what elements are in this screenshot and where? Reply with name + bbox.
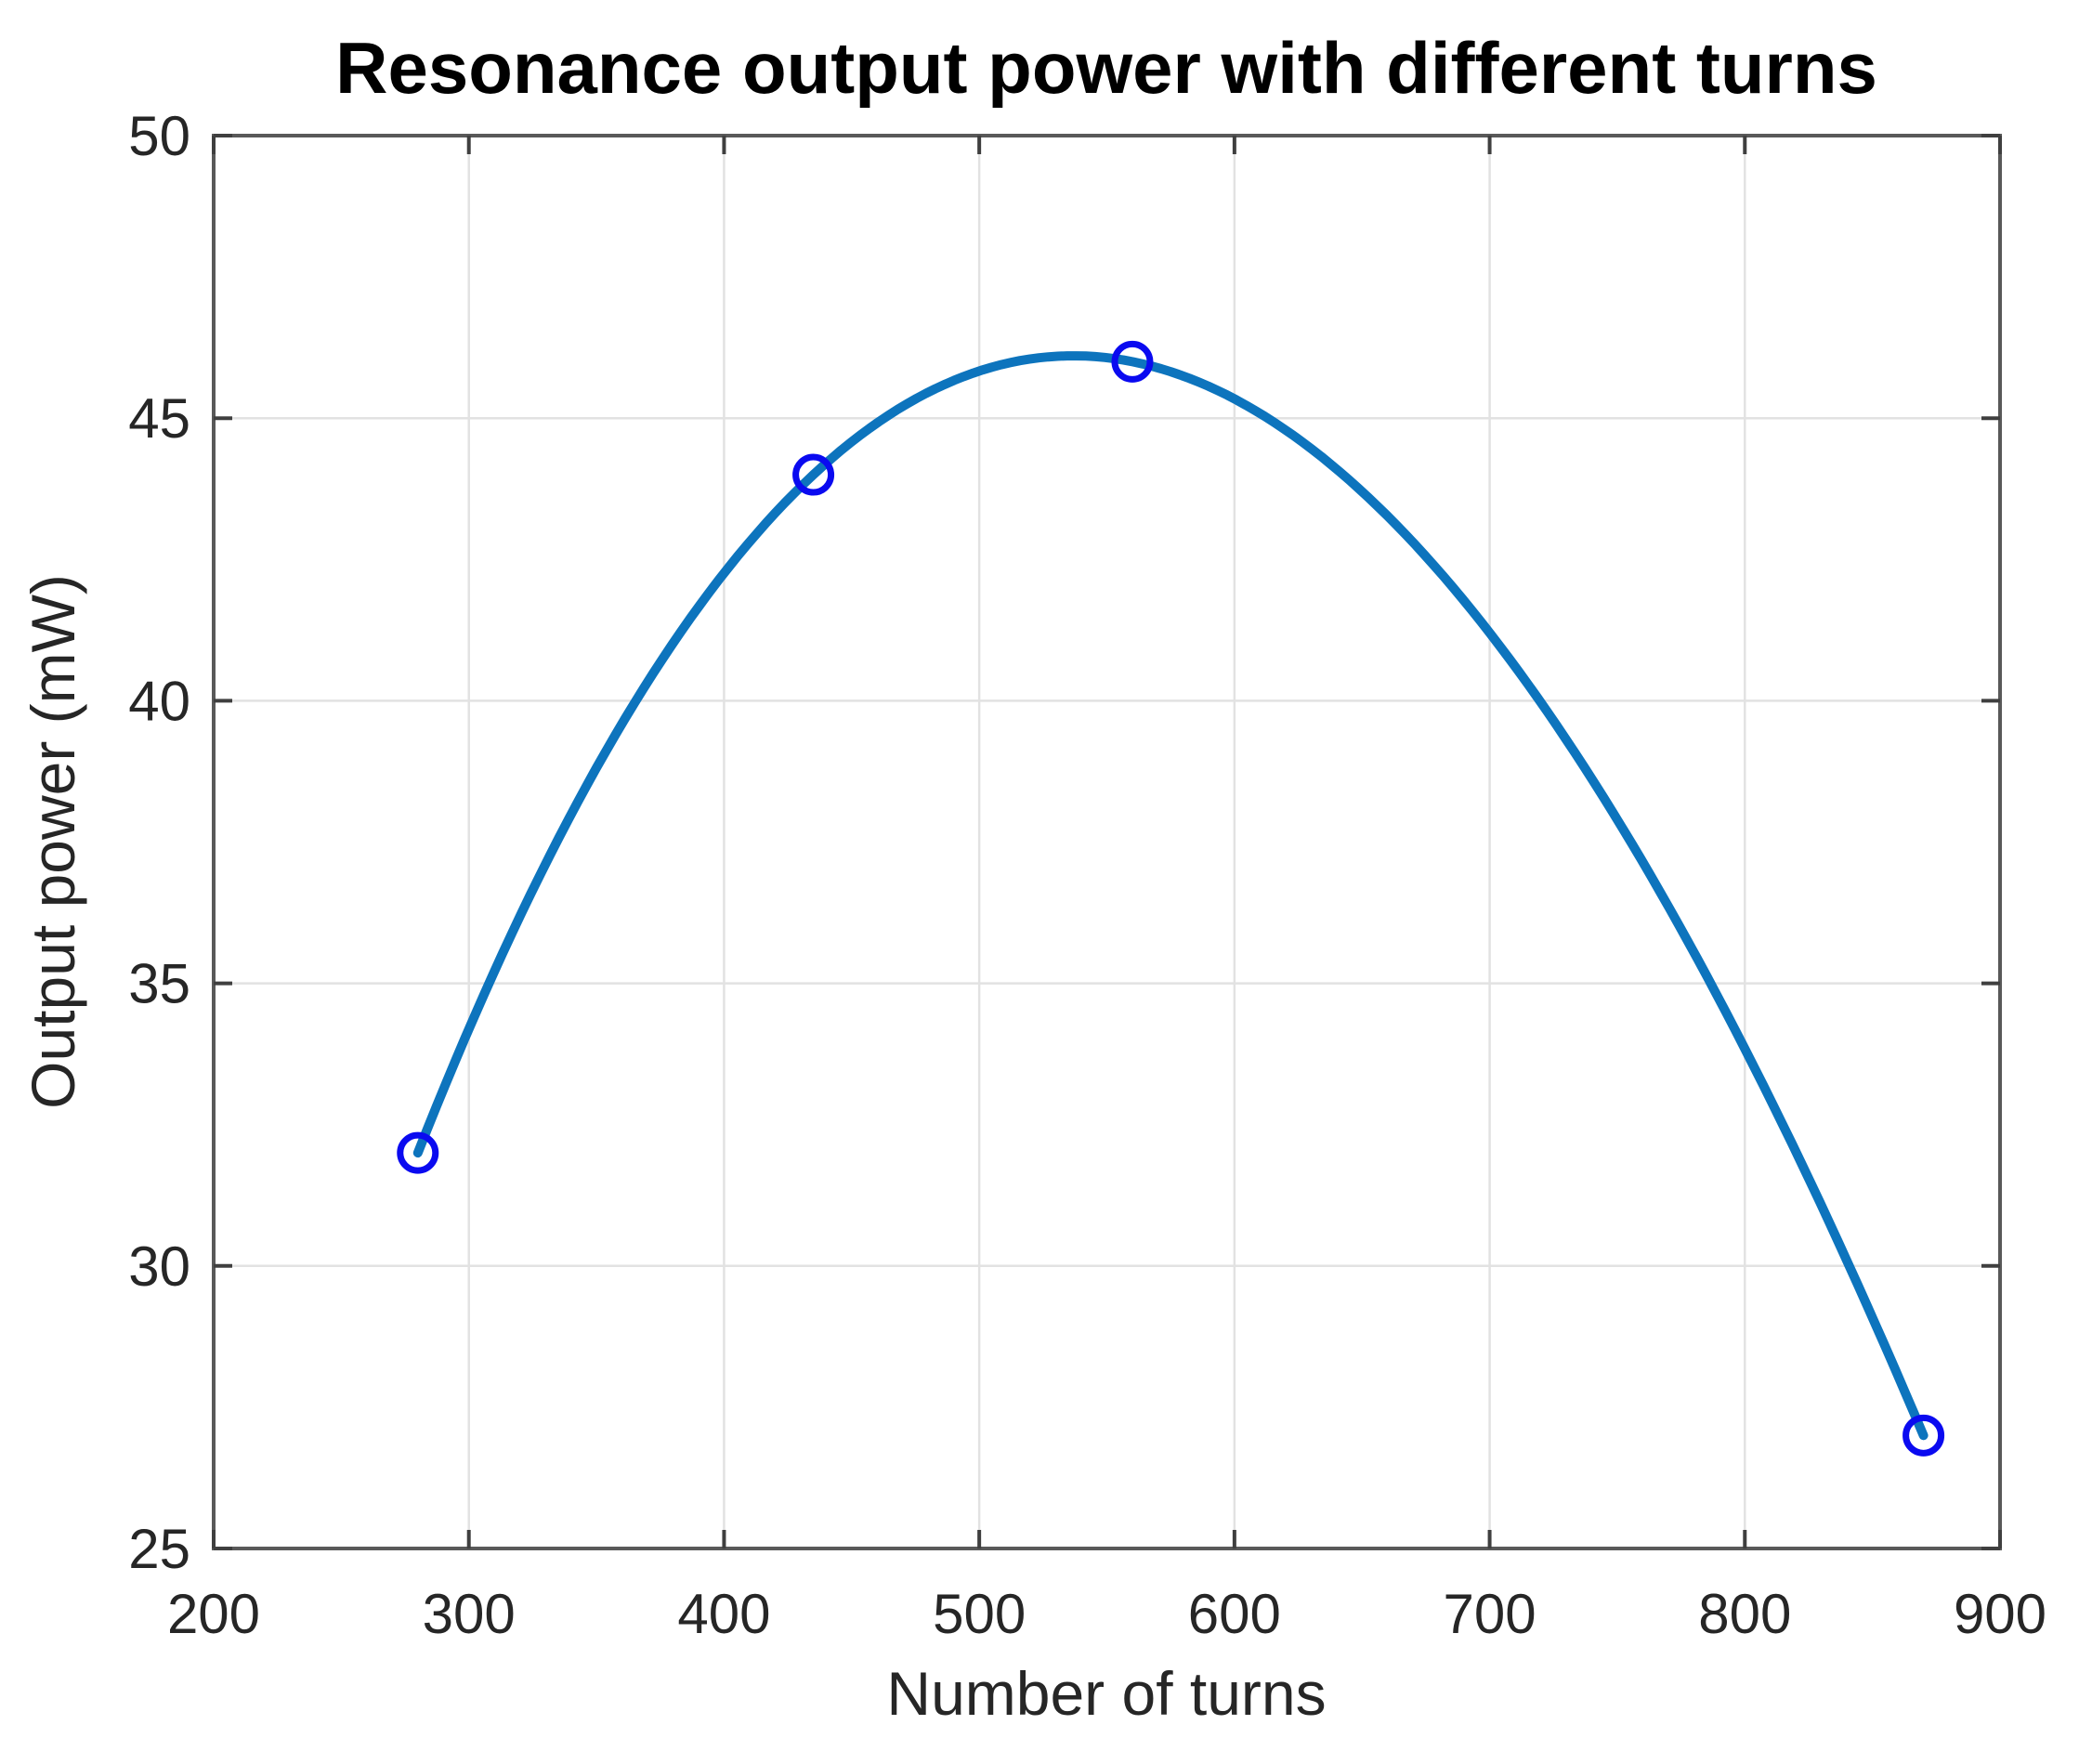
y-tick-label: 30 [128, 1235, 190, 1298]
data-point-marker [397, 1131, 439, 1174]
data-point-marker [1111, 340, 1154, 383]
y-tick-label: 35 [128, 953, 190, 1015]
x-tick-label: 900 [1954, 1583, 2046, 1645]
x-tick-label: 400 [677, 1583, 770, 1645]
x-tick-label: 500 [933, 1583, 1026, 1645]
x-tick-label: 700 [1444, 1583, 1536, 1645]
y-tick-label: 50 [128, 105, 190, 167]
tick-label-layer: 200 300 400 500 600 700 800 900 25 30 35 40 45 50 [128, 105, 2046, 1645]
y-tick-label: 25 [128, 1518, 190, 1580]
x-tick-label: 600 [1188, 1583, 1281, 1645]
data-point-marker [1902, 1414, 1945, 1457]
axis-box [212, 134, 2002, 1550]
axis-layer [212, 134, 2002, 1550]
fit-curve-line [412, 351, 1929, 1441]
y-tick-label: 40 [128, 670, 190, 732]
y-tick-label: 45 [128, 387, 190, 450]
series-layer [397, 340, 1945, 1457]
x-tick-label: 200 [167, 1583, 260, 1645]
x-tick-label: 800 [1698, 1583, 1791, 1645]
chart-title: Resonance output power with different tu… [335, 27, 1877, 109]
grid-layer [214, 136, 2000, 1548]
data-point-marker [792, 453, 835, 496]
y-axis-label: Output power (mW) [19, 574, 87, 1109]
x-tick-label: 300 [423, 1583, 516, 1645]
x-axis-label: Number of turns [886, 1659, 1326, 1728]
